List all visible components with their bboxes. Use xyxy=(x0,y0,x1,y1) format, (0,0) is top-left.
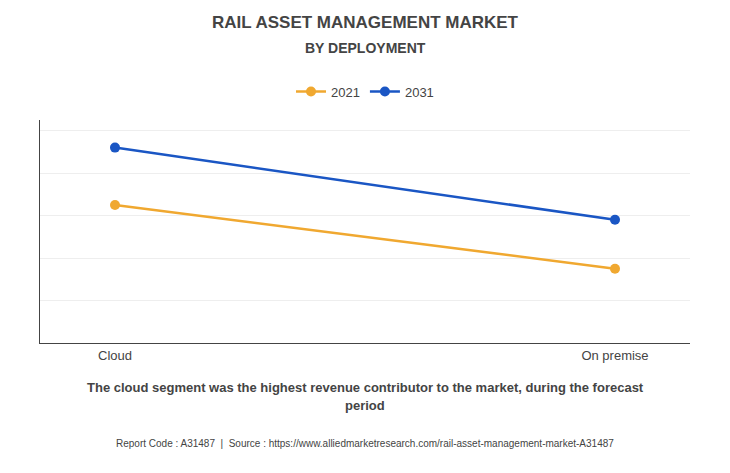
svg-text:2021: 2021 xyxy=(331,85,360,100)
svg-text:BY DEPLOYMENT: BY DEPLOYMENT xyxy=(305,40,426,56)
svg-text:RAIL ASSET MANAGEMENT MARKET: RAIL ASSET MANAGEMENT MARKET xyxy=(212,13,519,32)
svg-text:Report Code : A31487 | Sourc: Report Code : A31487 | Source : https://… xyxy=(116,438,614,449)
svg-text:Cloud: Cloud xyxy=(98,348,132,363)
svg-text:The cloud segment was the high: The cloud segment was the highest revenu… xyxy=(87,380,644,395)
svg-text:On premise: On premise xyxy=(581,348,648,363)
svg-text:2031: 2031 xyxy=(405,85,434,100)
svg-text:period: period xyxy=(345,398,385,413)
